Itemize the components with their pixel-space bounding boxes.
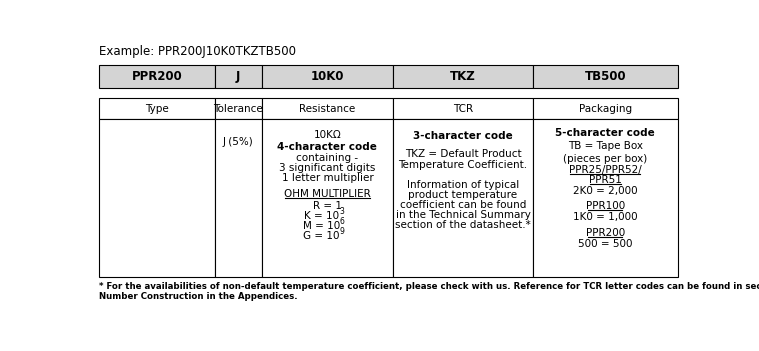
Bar: [262, 98, 393, 119]
Text: section of the datasheet.*: section of the datasheet.*: [395, 220, 531, 230]
Bar: [393, 65, 533, 88]
Bar: [215, 65, 262, 88]
Text: G = 10: G = 10: [303, 231, 339, 241]
Text: PPR200: PPR200: [131, 70, 182, 83]
Text: J: J: [236, 70, 241, 83]
Text: 1K0 = 1,000: 1K0 = 1,000: [573, 212, 638, 222]
Text: Number Construction in the Appendices.: Number Construction in the Appendices.: [99, 292, 298, 301]
Text: K = 10: K = 10: [304, 211, 339, 221]
Text: Resistance: Resistance: [299, 104, 355, 114]
Bar: [215, 98, 262, 119]
Text: product temperature: product temperature: [408, 190, 518, 200]
Text: 3: 3: [340, 207, 345, 216]
Text: * For the availabilities of non-default temperature coefficient, please check wi: * For the availabilities of non-default …: [99, 283, 759, 291]
Text: 4-character code: 4-character code: [278, 142, 377, 152]
Text: coefficient can be found: coefficient can be found: [400, 200, 526, 210]
Text: J (5%): J (5%): [223, 137, 254, 147]
Text: 9: 9: [340, 227, 345, 236]
Text: Packaging: Packaging: [578, 104, 631, 114]
Text: TB = Tape Box: TB = Tape Box: [568, 141, 643, 151]
Text: Example: PPR200J10K0TKZTB500: Example: PPR200J10K0TKZTB500: [99, 45, 296, 58]
Text: Type: Type: [145, 104, 168, 114]
Text: 3 significant digits: 3 significant digits: [279, 164, 376, 173]
Text: TKZ: TKZ: [450, 70, 476, 83]
Text: TKZ = Default Product: TKZ = Default Product: [405, 149, 521, 159]
Text: 10KΩ: 10KΩ: [313, 130, 342, 139]
Text: 2K0 = 2,000: 2K0 = 2,000: [573, 186, 638, 196]
Text: 3-character code: 3-character code: [413, 131, 513, 141]
Text: 5-character code: 5-character code: [556, 128, 655, 138]
Bar: [262, 65, 393, 88]
Text: M = 10: M = 10: [303, 221, 340, 231]
Text: 1 letter multiplier: 1 letter multiplier: [282, 173, 373, 184]
Text: 6: 6: [340, 217, 345, 226]
Text: in the Technical Summary: in the Technical Summary: [395, 210, 531, 220]
Text: PPR51: PPR51: [589, 175, 622, 185]
Bar: [99, 119, 215, 277]
Bar: [533, 119, 678, 277]
Text: OHM MULTIPLIER: OHM MULTIPLIER: [284, 189, 370, 199]
Bar: [393, 98, 533, 119]
Text: (pieces per box): (pieces per box): [563, 154, 647, 164]
Text: TB500: TB500: [584, 70, 626, 83]
Text: R = 1: R = 1: [313, 201, 342, 211]
Bar: [393, 119, 533, 277]
Text: TCR: TCR: [453, 104, 473, 114]
Text: 10K0: 10K0: [310, 70, 344, 83]
Text: Tolerance: Tolerance: [213, 104, 263, 114]
Bar: [215, 119, 262, 277]
Text: PPR25/PPR52/: PPR25/PPR52/: [568, 165, 641, 175]
Bar: [533, 65, 678, 88]
Bar: [533, 98, 678, 119]
Text: Information of typical: Information of typical: [407, 180, 519, 190]
Bar: [99, 98, 215, 119]
Text: containing -: containing -: [296, 153, 358, 163]
Text: PPR200: PPR200: [586, 228, 625, 238]
Text: PPR100: PPR100: [586, 201, 625, 211]
Text: Temperature Coefficient.: Temperature Coefficient.: [398, 160, 528, 170]
Bar: [99, 65, 215, 88]
Bar: [262, 119, 393, 277]
Text: 500 = 500: 500 = 500: [578, 239, 632, 249]
